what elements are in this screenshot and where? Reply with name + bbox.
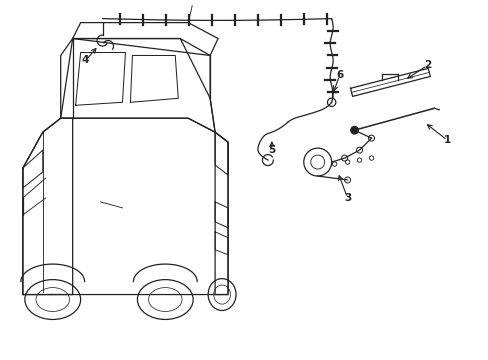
Text: 2: 2	[423, 60, 430, 71]
Text: 5: 5	[268, 145, 275, 155]
Circle shape	[350, 126, 358, 134]
Text: 1: 1	[443, 135, 450, 145]
Text: 6: 6	[335, 71, 343, 80]
Text: 3: 3	[343, 193, 350, 203]
Text: 4: 4	[82, 55, 89, 66]
